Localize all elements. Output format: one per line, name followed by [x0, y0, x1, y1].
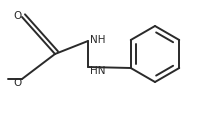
Text: NH: NH: [90, 35, 106, 45]
Text: HN: HN: [90, 65, 106, 75]
Text: O: O: [13, 11, 21, 21]
Text: O: O: [13, 77, 21, 87]
